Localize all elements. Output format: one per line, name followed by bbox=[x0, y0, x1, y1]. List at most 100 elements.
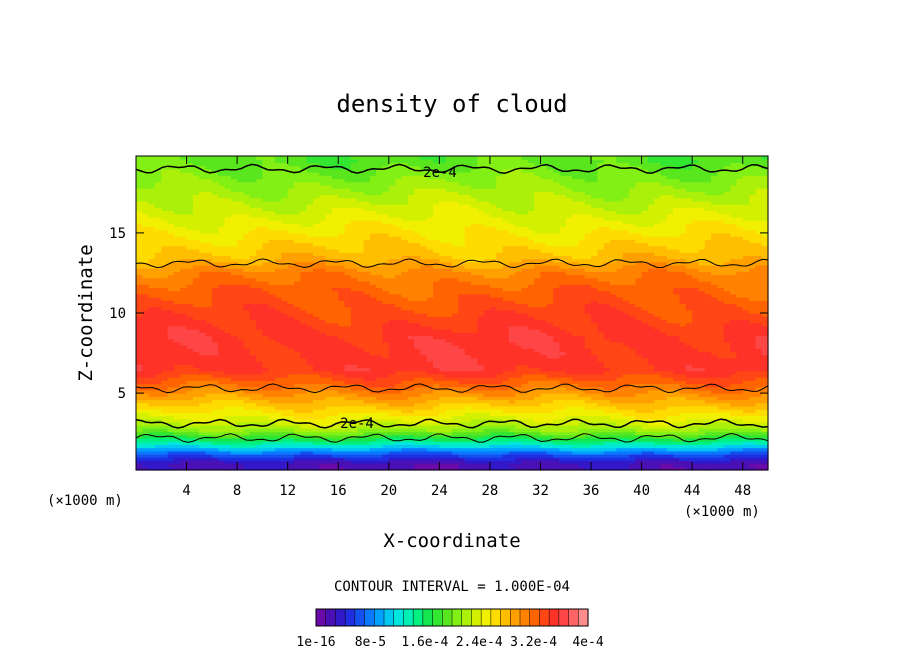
field-cell bbox=[224, 444, 232, 449]
field-cell bbox=[300, 399, 308, 404]
field-cell bbox=[230, 466, 238, 471]
field-cell bbox=[591, 463, 598, 468]
field-cell bbox=[553, 460, 561, 465]
field-cell bbox=[249, 447, 257, 452]
field-cell bbox=[306, 361, 314, 365]
field-cell bbox=[736, 373, 744, 378]
field-cell bbox=[496, 415, 504, 420]
field-cell bbox=[521, 434, 529, 439]
field-cell bbox=[426, 361, 434, 365]
field-cell bbox=[211, 447, 219, 452]
field-cell bbox=[591, 361, 598, 365]
field-cell bbox=[761, 434, 769, 439]
field-cell bbox=[496, 434, 504, 439]
field-cell bbox=[382, 466, 390, 471]
field-cell bbox=[464, 460, 472, 465]
field-cell bbox=[420, 399, 428, 404]
field-cell bbox=[388, 447, 396, 452]
field-cell bbox=[749, 425, 756, 429]
field-cell bbox=[527, 444, 535, 449]
field-cell bbox=[698, 386, 706, 391]
field-cell bbox=[167, 466, 175, 471]
field-cell bbox=[186, 386, 194, 391]
field-cell bbox=[407, 383, 415, 388]
field-cell bbox=[483, 380, 491, 385]
field-cell bbox=[521, 431, 529, 436]
field-cell bbox=[287, 444, 295, 449]
field-cell bbox=[723, 450, 731, 455]
field-cell bbox=[237, 367, 245, 372]
field-cell bbox=[382, 441, 390, 445]
field-cell bbox=[717, 450, 725, 455]
field-cell bbox=[192, 402, 200, 407]
field-cell bbox=[540, 412, 548, 417]
field-cell bbox=[673, 444, 681, 449]
field-cell bbox=[666, 431, 674, 436]
field-cell bbox=[458, 460, 466, 465]
field-cell bbox=[268, 380, 276, 385]
field-cell bbox=[161, 466, 169, 471]
field-cell bbox=[243, 412, 251, 417]
field-cell bbox=[420, 370, 428, 375]
field-cell bbox=[218, 364, 226, 369]
field-cell bbox=[641, 402, 649, 407]
field-cell bbox=[647, 428, 655, 433]
field-cell bbox=[641, 393, 649, 397]
field-cell bbox=[433, 428, 440, 433]
field-cell bbox=[420, 367, 428, 372]
field-cell bbox=[508, 405, 516, 410]
field-cell bbox=[711, 373, 719, 378]
field-cell bbox=[464, 431, 472, 436]
field-cell bbox=[572, 441, 579, 445]
field-cell bbox=[742, 466, 750, 471]
field-cell bbox=[344, 399, 352, 404]
field-cell bbox=[711, 415, 719, 420]
field-cell bbox=[679, 463, 687, 468]
field-cell bbox=[420, 377, 428, 381]
field-cell bbox=[502, 453, 510, 458]
field-cell bbox=[180, 444, 188, 449]
field-cell bbox=[761, 396, 769, 401]
field-cell bbox=[154, 402, 162, 407]
field-cell bbox=[249, 393, 257, 397]
field-cell bbox=[256, 418, 263, 423]
field-cell bbox=[502, 405, 510, 410]
field-cell bbox=[679, 444, 687, 449]
field-cell bbox=[369, 412, 377, 417]
field-cell bbox=[186, 396, 194, 401]
field-cell bbox=[502, 399, 510, 404]
field-cell bbox=[692, 383, 700, 388]
field-cell bbox=[205, 415, 213, 420]
field-cell bbox=[148, 399, 156, 404]
field-cell bbox=[173, 437, 181, 442]
field-cell bbox=[224, 367, 232, 372]
field-cell bbox=[761, 421, 769, 426]
field-cell bbox=[546, 367, 554, 372]
field-cell bbox=[723, 357, 731, 362]
field-cell bbox=[452, 441, 459, 445]
field-cell bbox=[173, 421, 181, 426]
field-cell bbox=[736, 441, 744, 445]
field-cell bbox=[306, 370, 314, 375]
field-cell bbox=[483, 370, 491, 375]
field-cell bbox=[755, 428, 763, 433]
field-cell bbox=[369, 393, 377, 397]
field-cell bbox=[148, 425, 156, 429]
field-cell bbox=[350, 405, 358, 410]
field-cell bbox=[647, 418, 655, 423]
field-cell bbox=[508, 425, 516, 429]
field-cell bbox=[711, 364, 719, 369]
field-cell bbox=[224, 377, 232, 381]
field-cell bbox=[742, 380, 750, 385]
field-cell bbox=[300, 444, 308, 449]
field-cell bbox=[382, 412, 390, 417]
field-cell bbox=[357, 364, 365, 369]
field-cell bbox=[521, 367, 529, 372]
field-cell bbox=[704, 367, 712, 372]
field-cell bbox=[275, 377, 282, 381]
field-cell bbox=[584, 434, 592, 439]
field-cell bbox=[173, 425, 181, 429]
field-cell bbox=[647, 373, 655, 378]
field-cell bbox=[167, 405, 175, 410]
field-cell bbox=[635, 380, 643, 385]
